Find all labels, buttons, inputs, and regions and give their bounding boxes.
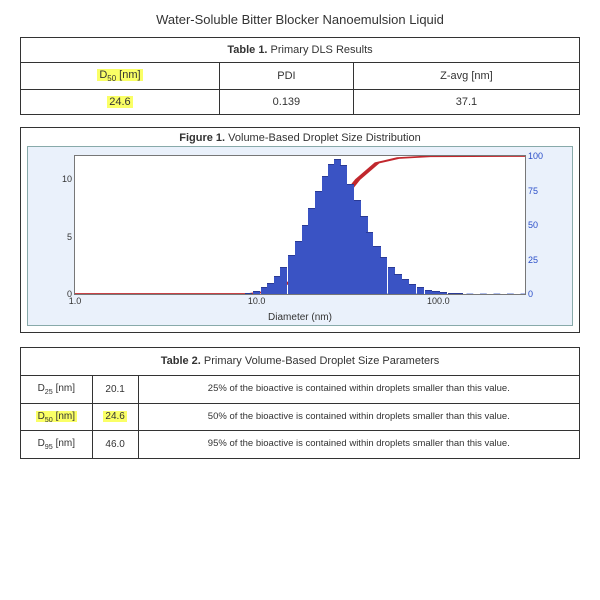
y-tick-right: 0	[528, 289, 533, 299]
x-tick: 1.0	[69, 296, 82, 306]
table-2: Table 2. Primary Volume-Based Droplet Si…	[20, 347, 580, 459]
histogram-bar	[366, 232, 373, 294]
desc-cell: 50% of the bioactive is contained within…	[138, 403, 579, 431]
histogram-bar	[245, 293, 252, 294]
x-tick: 100.0	[427, 296, 450, 306]
x-tick: 10.0	[248, 296, 266, 306]
table-2-row: D25 [nm]20.125% of the bioactive is cont…	[21, 376, 580, 404]
y-tick-left: 10	[62, 174, 72, 184]
table-1-caption: Table 1. Primary DLS Results	[21, 38, 580, 63]
val-pdi: 0.139	[219, 90, 353, 115]
col-zavg: Z-avg [nm]	[353, 63, 579, 90]
histogram-bar	[409, 284, 416, 294]
table-2-row: D95 [nm]46.095% of the bioactive is cont…	[21, 431, 580, 459]
plot-area: 051002550751001.010.0100.0	[74, 155, 526, 295]
table-2-caption: Table 2. Primary Volume-Based Droplet Si…	[21, 348, 580, 376]
histogram-bar	[417, 287, 424, 294]
histogram-bar	[380, 257, 387, 294]
histogram-bar	[280, 267, 287, 295]
histogram-bar	[432, 291, 439, 294]
figure-1-caption: Figure 1. Volume-Based Droplet Size Dist…	[27, 132, 573, 144]
value-cell: 46.0	[92, 431, 138, 459]
col-pdi: PDI	[219, 63, 353, 90]
histogram-bar	[440, 292, 447, 294]
y-tick-left: 5	[67, 232, 72, 242]
desc-cell: 25% of the bioactive is contained within…	[138, 376, 579, 404]
value-cell: 24.6	[92, 403, 138, 431]
y-tick-right: 50	[528, 220, 538, 230]
col-d50: D50 [nm]	[21, 63, 220, 90]
histogram-bar	[455, 293, 462, 294]
chart-frame: Differential Volume (%) Cumulative Volum…	[27, 146, 573, 326]
y-tick-right: 75	[528, 186, 538, 196]
val-d50: 24.6	[21, 90, 220, 115]
param-cell: D50 [nm]	[21, 403, 93, 431]
desc-cell: 95% of the bioactive is contained within…	[138, 431, 579, 459]
histogram-bar	[394, 274, 401, 295]
table-2-row: D50 [nm]24.650% of the bioactive is cont…	[21, 403, 580, 431]
histogram-bar	[253, 291, 260, 294]
figure-1: Figure 1. Volume-Based Droplet Size Dist…	[20, 127, 580, 333]
table-1: Table 1. Primary DLS Results D50 [nm] PD…	[20, 37, 580, 115]
table-1-data-row: 24.6 0.139 37.1	[21, 90, 580, 115]
table-1-header-row: D50 [nm] PDI Z-avg [nm]	[21, 63, 580, 90]
page-title: Water-Soluble Bitter Blocker Nanoemulsio…	[20, 12, 580, 27]
histogram-bar	[425, 290, 432, 295]
value-cell: 20.1	[92, 376, 138, 404]
histogram-bar	[288, 255, 295, 294]
y-tick-right: 25	[528, 255, 538, 265]
histogram-bar	[340, 165, 347, 294]
val-zavg: 37.1	[353, 90, 579, 115]
histogram-bar	[308, 208, 315, 294]
histogram-bar	[448, 293, 455, 294]
y-tick-right: 100	[528, 151, 543, 161]
x-axis-label: Diameter (nm)	[28, 312, 572, 323]
param-cell: D95 [nm]	[21, 431, 93, 459]
param-cell: D25 [nm]	[21, 376, 93, 404]
